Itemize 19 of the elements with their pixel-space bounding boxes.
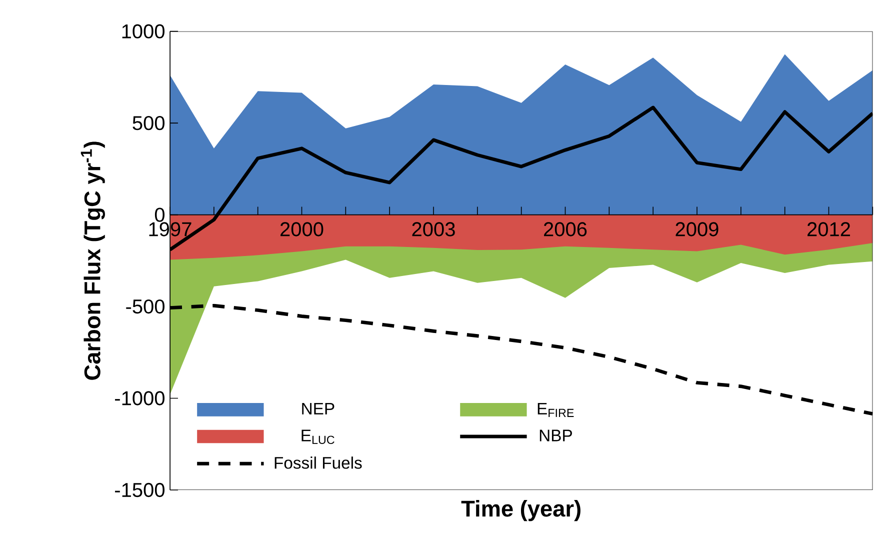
y-tick-label: -500 [126, 299, 164, 314]
legend-label: Fossil Fuels [274, 456, 362, 469]
legend-label: NEP [302, 402, 334, 414]
x-tick-label: 2000 [280, 222, 324, 236]
y-tick-label: 1000 [122, 24, 164, 38]
x-axis-title: Time (year) [461, 500, 580, 522]
x-tick-label: 1997 [149, 222, 192, 236]
y-tick-label: -1500 [115, 482, 164, 498]
y-tick-label: -1000 [115, 391, 164, 406]
x-tick-label: 2012 [808, 222, 850, 236]
x-tick-label: 2009 [676, 222, 718, 236]
legend-label: NBP [540, 430, 572, 442]
x-tick-label: 2006 [544, 222, 587, 236]
legend-label: E$_{LUC}$ [302, 430, 334, 444]
legend-label: E$_{FIRE}$ [538, 402, 574, 417]
y-axis-title: Carbon Flux (TgC yr$^{-1}$) [80, 142, 105, 380]
x-tick-label: 2003 [412, 222, 455, 236]
y-tick-label: 0 [154, 208, 164, 222]
y-tick-label: 500 [132, 116, 164, 130]
